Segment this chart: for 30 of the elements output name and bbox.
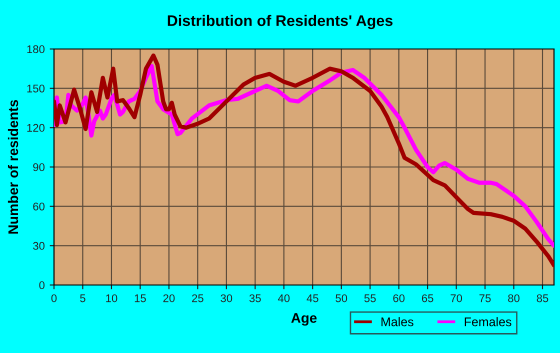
x-tick-label: 60 bbox=[393, 294, 405, 302]
chart-title: Distribution of Residents' Ages bbox=[168, 14, 393, 30]
x-tick-label: 85 bbox=[536, 294, 548, 302]
y-tick-label: 120 bbox=[27, 124, 45, 132]
x-tick-label: 10 bbox=[106, 294, 118, 302]
x-tick-label: 25 bbox=[192, 294, 204, 302]
x-tick-label: 45 bbox=[306, 294, 318, 302]
y-tick-label: 0 bbox=[39, 281, 45, 290]
y-tick-label: 150 bbox=[27, 84, 45, 92]
x-tick-label: 55 bbox=[364, 294, 376, 302]
y-tick-label: 90 bbox=[33, 163, 45, 172]
x-tick-label: 0 bbox=[51, 294, 57, 302]
x-tick-label: 80 bbox=[508, 294, 520, 302]
x-tick-label: 40 bbox=[278, 294, 290, 302]
y-axis-title: Number of residents bbox=[8, 100, 18, 234]
x-tick-label: 35 bbox=[249, 294, 261, 302]
x-tick-label: 70 bbox=[450, 294, 462, 302]
x-tick-label: 75 bbox=[479, 294, 491, 302]
x-tick-label: 5 bbox=[80, 294, 86, 302]
legend-label: Females bbox=[464, 317, 512, 326]
legend-label: Males bbox=[382, 317, 414, 326]
x-tick-label: 15 bbox=[134, 294, 146, 302]
x-tick-label: 50 bbox=[336, 294, 348, 302]
y-tick-label: 60 bbox=[33, 202, 45, 210]
x-axis-title: Age bbox=[291, 313, 317, 326]
x-tick-label: 20 bbox=[163, 294, 175, 302]
x-tick-label: 65 bbox=[422, 294, 434, 302]
y-tick-label: 30 bbox=[33, 242, 45, 250]
x-tick-label: 30 bbox=[220, 294, 232, 302]
y-tick-label: 180 bbox=[27, 45, 45, 54]
